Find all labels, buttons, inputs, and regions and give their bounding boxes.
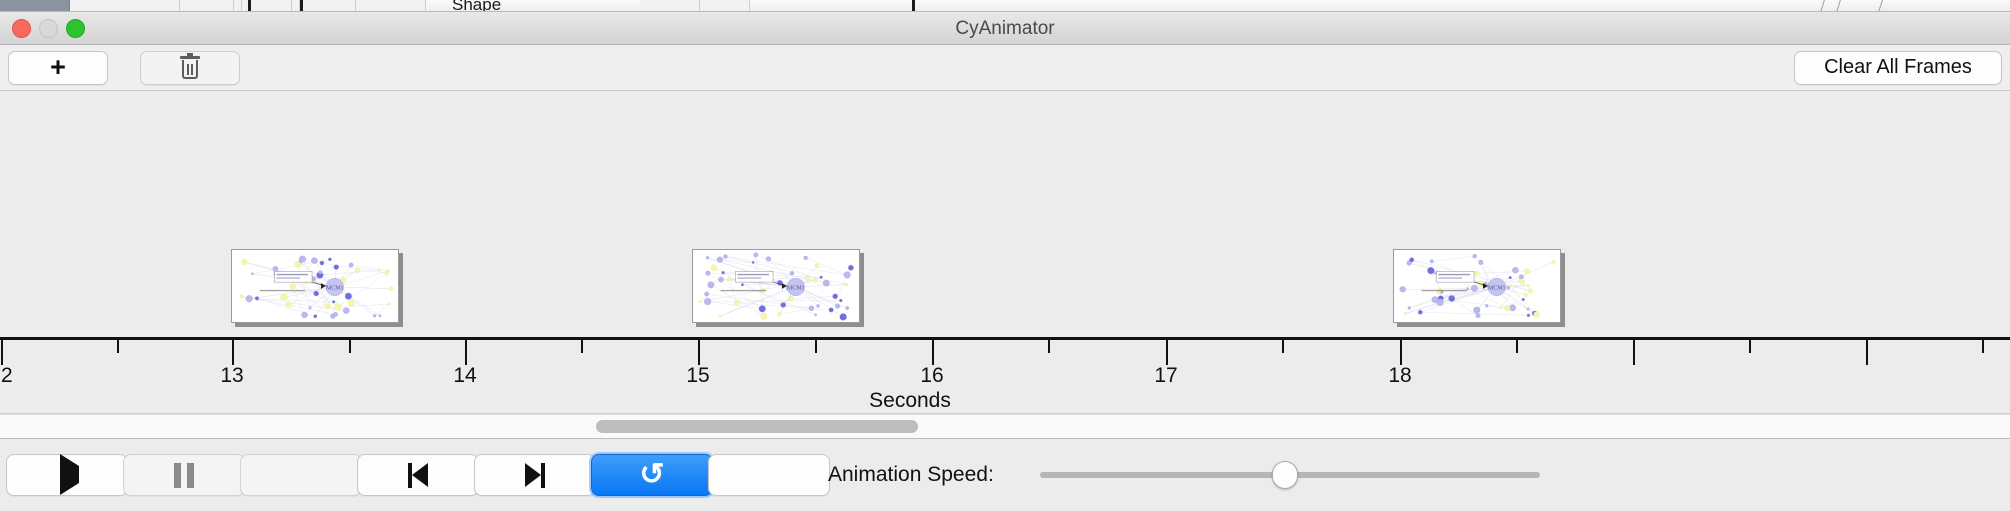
ruler-tick [1866,340,1868,365]
bg-chip [640,0,700,12]
ruler-tick [932,340,934,365]
ruler-tick [581,340,583,353]
loop-button[interactable]: ↺ [591,454,713,496]
record-button[interactable] [708,454,830,496]
bg-chip [0,0,70,12]
cyanimator-window: CyAnimator + Clear All Frames MCM1 MCM1 … [0,12,2010,510]
ruler-tick [1516,340,1518,353]
bg-chip [70,0,180,12]
ruler-tick [349,340,351,353]
window-titlebar[interactable]: CyAnimator [0,12,2010,45]
timeline-scrollbar[interactable] [0,414,2010,438]
bg-chip [356,0,426,12]
keyframe-thumbnail[interactable]: MCM1 [692,249,860,323]
bg-chip [700,0,750,12]
play-button[interactable] [6,454,128,496]
ruler-tick [1166,340,1168,365]
ruler-tick-label: 15 [686,364,709,388]
keyframe-thumbnails: MCM1 MCM1 MCM1 [0,91,2010,337]
network-graph-preview: MCM1 [693,250,859,322]
network-graph-preview: MCM1 [1394,250,1560,322]
loop-icon: ↺ [639,460,664,490]
animation-speed-slider[interactable] [1040,439,1540,511]
delete-frame-button[interactable] [140,51,240,85]
transport-bar: ↺ Animation Speed: [0,438,2010,510]
ruler-tick [1633,340,1635,365]
bg-chip [234,0,242,12]
bg-chip [180,0,234,12]
skip-back-icon [408,463,428,488]
plus-icon: + [50,54,66,81]
ruler-tick [1,340,3,365]
ruler-tick-label: 12 [0,364,13,388]
ruler-tick [698,340,700,365]
ruler-tick-label: 17 [1154,364,1177,388]
ruler-tick [1749,340,1751,353]
svg-text:MCM1: MCM1 [326,286,343,292]
ruler-tick [1982,340,1984,353]
next-frame-button[interactable] [474,454,596,496]
clear-all-frames-button[interactable]: Clear All Frames [1794,51,2002,85]
ruler-tick [1282,340,1284,353]
network-graph-preview: MCM1 [232,250,398,322]
background-window-label: Shape [452,0,501,12]
timeline-scrollbar-thumb[interactable] [596,420,918,433]
ruler-tick [815,340,817,353]
pause-button [123,454,245,496]
svg-text:MCM1: MCM1 [1488,286,1505,292]
keyframe-thumbnail[interactable]: MCM1 [1393,249,1561,323]
stop-button [240,454,362,496]
trash-icon [180,56,200,80]
ruler-tick [465,340,467,365]
pause-icon [174,463,194,488]
svg-text:MCM1: MCM1 [787,286,804,292]
add-frame-button[interactable]: + [8,51,108,85]
ruler-tick [232,340,234,365]
play-icon [56,466,79,484]
ruler-tick-label: 14 [453,364,476,388]
ruler-tick [117,340,119,353]
previous-frame-button[interactable] [357,454,479,496]
axis-line [0,337,2010,340]
bg-chip [292,0,300,12]
frames-toolbar: + Clear All Frames [0,45,2010,91]
bg-chip [300,0,356,12]
ruler-tick [1400,340,1402,365]
ruler-tick [1048,340,1050,353]
ruler-tick-label: 16 [920,364,943,388]
window-title: CyAnimator [0,12,2010,45]
skip-forward-icon [525,463,545,488]
ruler-tick-label: 13 [220,364,243,388]
animation-speed-label: Animation Speed: [828,439,994,511]
keyframe-thumbnail[interactable]: MCM1 [231,249,399,323]
axis-title: Seconds [869,389,951,413]
clear-all-frames-label: Clear All Frames [1824,56,1972,79]
slider-thumb[interactable] [1272,461,1298,489]
background-window-strip: Shape [0,0,2010,12]
ruler-tick-label: 18 [1388,364,1411,388]
